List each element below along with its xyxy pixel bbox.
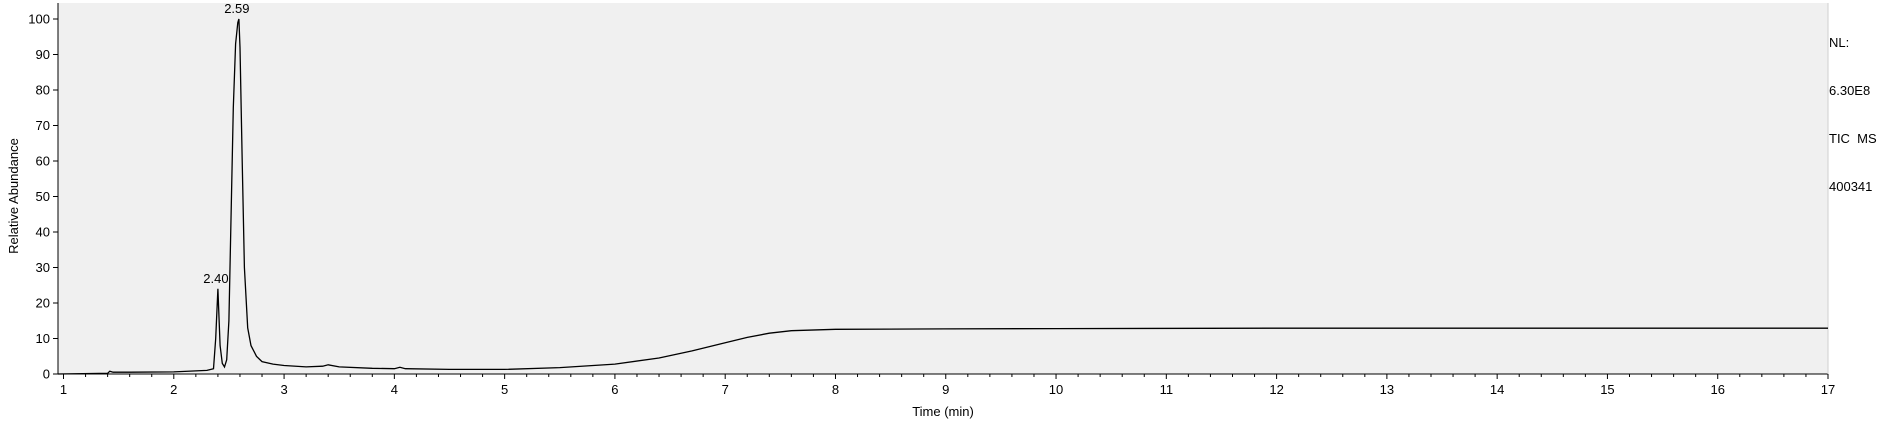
x-tick-label: 13	[1380, 382, 1394, 397]
x-tick-label: 9	[942, 382, 949, 397]
y-tick-label: 40	[36, 225, 50, 240]
plot-background	[58, 3, 1828, 374]
peak-labels: 2.40 2.59	[203, 1, 249, 286]
peak-label: 2.59	[224, 1, 249, 16]
x-axis-title: Time (min)	[912, 404, 974, 419]
x-tick-label: 15	[1600, 382, 1614, 397]
y-tick-label: 70	[36, 118, 50, 133]
x-tick-label: 14	[1490, 382, 1504, 397]
normalization-value: 6.30E8	[1829, 83, 1871, 98]
scan-info-panel: NL: 6.30E8 TIC MS 400341	[1829, 3, 1877, 211]
y-axis: 0 10 20 30 40 50 60 70 80 90 100	[28, 12, 58, 382]
x-tick-label: 10	[1049, 382, 1063, 397]
x-tick-label: 16	[1710, 382, 1724, 397]
x-axis: 1 2 3 4 5 6 7 8 9 10 11 12 13 14 15 16 17	[60, 374, 1835, 397]
y-tick-label: 30	[36, 260, 50, 275]
x-tick-label: 3	[280, 382, 287, 397]
scan-type-label: TIC MS	[1829, 131, 1877, 146]
y-tick-label: 100	[28, 12, 50, 27]
y-tick-label: 0	[43, 367, 50, 382]
y-tick-label: 20	[36, 296, 50, 311]
normalization-label: NL:	[1829, 35, 1850, 50]
y-tick-label: 50	[36, 189, 50, 204]
x-tick-label: 17	[1821, 382, 1835, 397]
tic-trace-line	[57, 18, 1828, 375]
x-tick-label: 12	[1269, 382, 1283, 397]
file-id-label: 400341	[1829, 179, 1873, 194]
y-tick-label: 80	[36, 83, 50, 98]
y-tick-label: 60	[36, 154, 50, 169]
x-tick-label: 5	[501, 382, 508, 397]
x-tick-label: 7	[722, 382, 729, 397]
x-tick-label: 11	[1160, 382, 1174, 397]
x-tick-label: 4	[391, 382, 398, 397]
x-tick-label: 2	[170, 382, 177, 397]
x-tick-label: 8	[832, 382, 839, 397]
x-tick-label: 1	[60, 382, 67, 397]
y-tick-label: 10	[36, 331, 50, 346]
peak-label: 2.40	[203, 271, 228, 286]
x-tick-label: 6	[611, 382, 618, 397]
y-axis-title: Relative Abundance	[6, 138, 21, 254]
y-tick-label: 90	[36, 47, 50, 62]
